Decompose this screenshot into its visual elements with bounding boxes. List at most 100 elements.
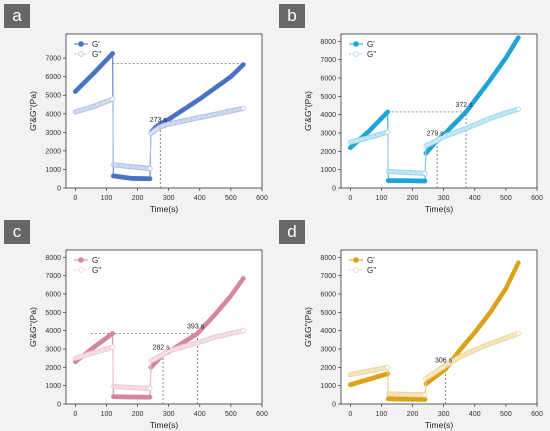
- x-tick-label-d-3: 300: [438, 411, 450, 418]
- legend-label-d-0: G': [367, 256, 375, 265]
- data-point-c-1-137: [240, 328, 246, 334]
- x-tick-label-a-2: 200: [132, 195, 144, 202]
- y-axis-label-c: G'&G''(Pa): [28, 307, 38, 347]
- chart-a-svg: 0 100 200 300 400 500 600010002000300040005000…: [28, 33, 268, 214]
- y-tick-label-a-1: 1000: [45, 167, 61, 174]
- y-tick-label-c-3: 3000: [45, 347, 61, 354]
- y-tick-label-a-4: 4000: [45, 111, 61, 118]
- legend-label-d-1: G'': [367, 266, 377, 275]
- y-tick-label-c-1: 1000: [45, 383, 61, 390]
- y-tick-label-d-1: 1000: [320, 383, 336, 390]
- chart-panel-a: 0 100 200 300 400 500 600 0 1000 2000 3000 4000 5000…: [0, 0, 275, 215]
- legend-label-a-0: G': [92, 40, 100, 49]
- data-point-a-1-61: [147, 165, 153, 172]
- x-tick-label-a-4: 400: [194, 195, 206, 202]
- series-b-g-double-prime: [347, 106, 521, 176]
- annotation-b-0: 279 s: [427, 130, 445, 137]
- legend-marker-c-1: [78, 267, 84, 273]
- y-tick-label-b-0: 0: [332, 186, 336, 193]
- x-tick-label-b-4: 400: [469, 195, 481, 202]
- legend-marker-d-1: [353, 267, 359, 273]
- data-point-c-1-30: [110, 344, 116, 350]
- x-tick-label-c-3: 300: [163, 411, 175, 418]
- chart-b-svg: 0 100 200 300 400 500 600010002000300040005000…: [303, 33, 543, 214]
- chart-c-svg: 0 100 200 300 400 500 600010002000300040005000…: [28, 249, 268, 430]
- x-tick-label-a-1: 100: [101, 195, 113, 202]
- data-point-b-0-30: [385, 109, 391, 115]
- data-point-c-0-137: [240, 276, 246, 281]
- data-point-a-0-61: [147, 176, 153, 182]
- x-tick-label-a-0: 0: [73, 195, 77, 202]
- y-tick-label-a-6: 6000: [45, 74, 61, 81]
- legend-marker-d-0: [353, 257, 359, 263]
- x-tick-label-b-6: 600: [531, 195, 543, 202]
- x-tick-label-c-4: 400: [194, 411, 206, 418]
- data-point-d-1-30: [385, 364, 391, 370]
- data-point-a-1-136: [240, 105, 246, 111]
- legend-label-a-1: G'': [92, 50, 102, 59]
- y-tick-label-b-1: 1000: [320, 167, 336, 174]
- x-tick-label-a-3: 300: [163, 195, 175, 202]
- y-tick-label-b-4: 4000: [320, 112, 336, 119]
- y-tick-label-b-8: 8000: [320, 39, 336, 46]
- x-tick-label-d-1: 100: [376, 411, 388, 418]
- x-tick-label-c-1: 100: [101, 411, 113, 418]
- legend-marker-a-1: [78, 51, 84, 57]
- plot-area-c: [65, 249, 263, 405]
- y-tick-label-a-0: 0: [57, 186, 61, 193]
- x-tick-label-c-0: 0: [73, 411, 77, 418]
- x-tick-label-d-5: 500: [500, 411, 512, 418]
- y-tick-label-d-3: 3000: [320, 347, 336, 354]
- y-tick-label-a-3: 3000: [45, 130, 61, 137]
- data-point-c-0-30: [110, 331, 116, 336]
- data-point-b-1-61: [422, 170, 428, 176]
- data-point-a-1-30: [110, 96, 116, 102]
- y-tick-label-c-2: 2000: [45, 365, 61, 372]
- y-axis-label-d: G'&G''(Pa): [303, 307, 313, 347]
- y-tick-label-d-7: 7000: [320, 273, 336, 280]
- x-tick-label-b-0: 0: [348, 195, 352, 202]
- legend-marker-a-0: [78, 41, 84, 47]
- y-tick-label-a-2: 2000: [45, 148, 61, 155]
- y-axis-label-b: G'&G''(Pa): [303, 91, 313, 131]
- x-tick-label-b-3: 300: [438, 195, 450, 202]
- legend-label-b-1: G'': [367, 50, 377, 59]
- x-tick-label-b-1: 100: [376, 195, 388, 202]
- x-tick-label-b-2: 200: [407, 195, 419, 202]
- annotation-a-0: 273 s: [150, 117, 168, 124]
- x-tick-label-c-6: 600: [256, 411, 268, 418]
- y-tick-label-c-4: 4000: [45, 328, 61, 335]
- data-point-d-0-138: [515, 260, 521, 266]
- x-tick-label-d-6: 600: [531, 411, 543, 418]
- legend-label-b-0: G': [367, 40, 375, 49]
- panel-label-d: d: [279, 220, 305, 244]
- chart-d-svg: 0 100 200 300 400 500 600010002000300040005000…: [303, 249, 543, 430]
- series-a-g-double-prime: [72, 96, 246, 172]
- series-d-g-prime: [347, 260, 521, 402]
- y-tick-label-d-2: 2000: [320, 365, 336, 372]
- x-tick-label-d-0: 0: [348, 411, 352, 418]
- legend-marker-c-0: [78, 257, 84, 263]
- y-tick-label-a-7: 7000: [45, 56, 61, 63]
- annotation-c-1: 393 s: [187, 323, 205, 330]
- y-tick-label-c-0: 0: [57, 402, 61, 409]
- y-tick-label-a-5: 5000: [45, 93, 61, 100]
- y-tick-label-c-8: 8000: [45, 255, 61, 262]
- x-axis-label-b: Time(s): [425, 204, 454, 214]
- data-point-b-0-61: [422, 178, 428, 184]
- panel-label-b: b: [279, 4, 305, 28]
- data-point-d-0-61: [422, 397, 428, 402]
- y-tick-label-c-7: 7000: [45, 273, 61, 280]
- legend-marker-b-1: [353, 51, 359, 57]
- y-tick-label-d-8: 8000: [320, 255, 336, 262]
- x-axis-label-c: Time(s): [150, 420, 179, 430]
- data-point-a-0-30: [110, 51, 116, 56]
- x-tick-label-a-5: 500: [225, 195, 237, 202]
- y-tick-label-b-3: 3000: [320, 131, 336, 138]
- data-point-b-1-30: [385, 129, 391, 135]
- y-tick-label-d-4: 4000: [320, 328, 336, 335]
- chart-panel-b: 0 100 200 300 400 500 600 0 1000 2000 3000 4000 5000…: [275, 0, 550, 215]
- x-tick-label-a-6: 600: [256, 195, 268, 202]
- data-point-c-1-61: [147, 385, 153, 392]
- chart-panel-c: 0 100 200 300 400 500 600 0 1000 2000 3000 4000 5000…: [0, 216, 275, 431]
